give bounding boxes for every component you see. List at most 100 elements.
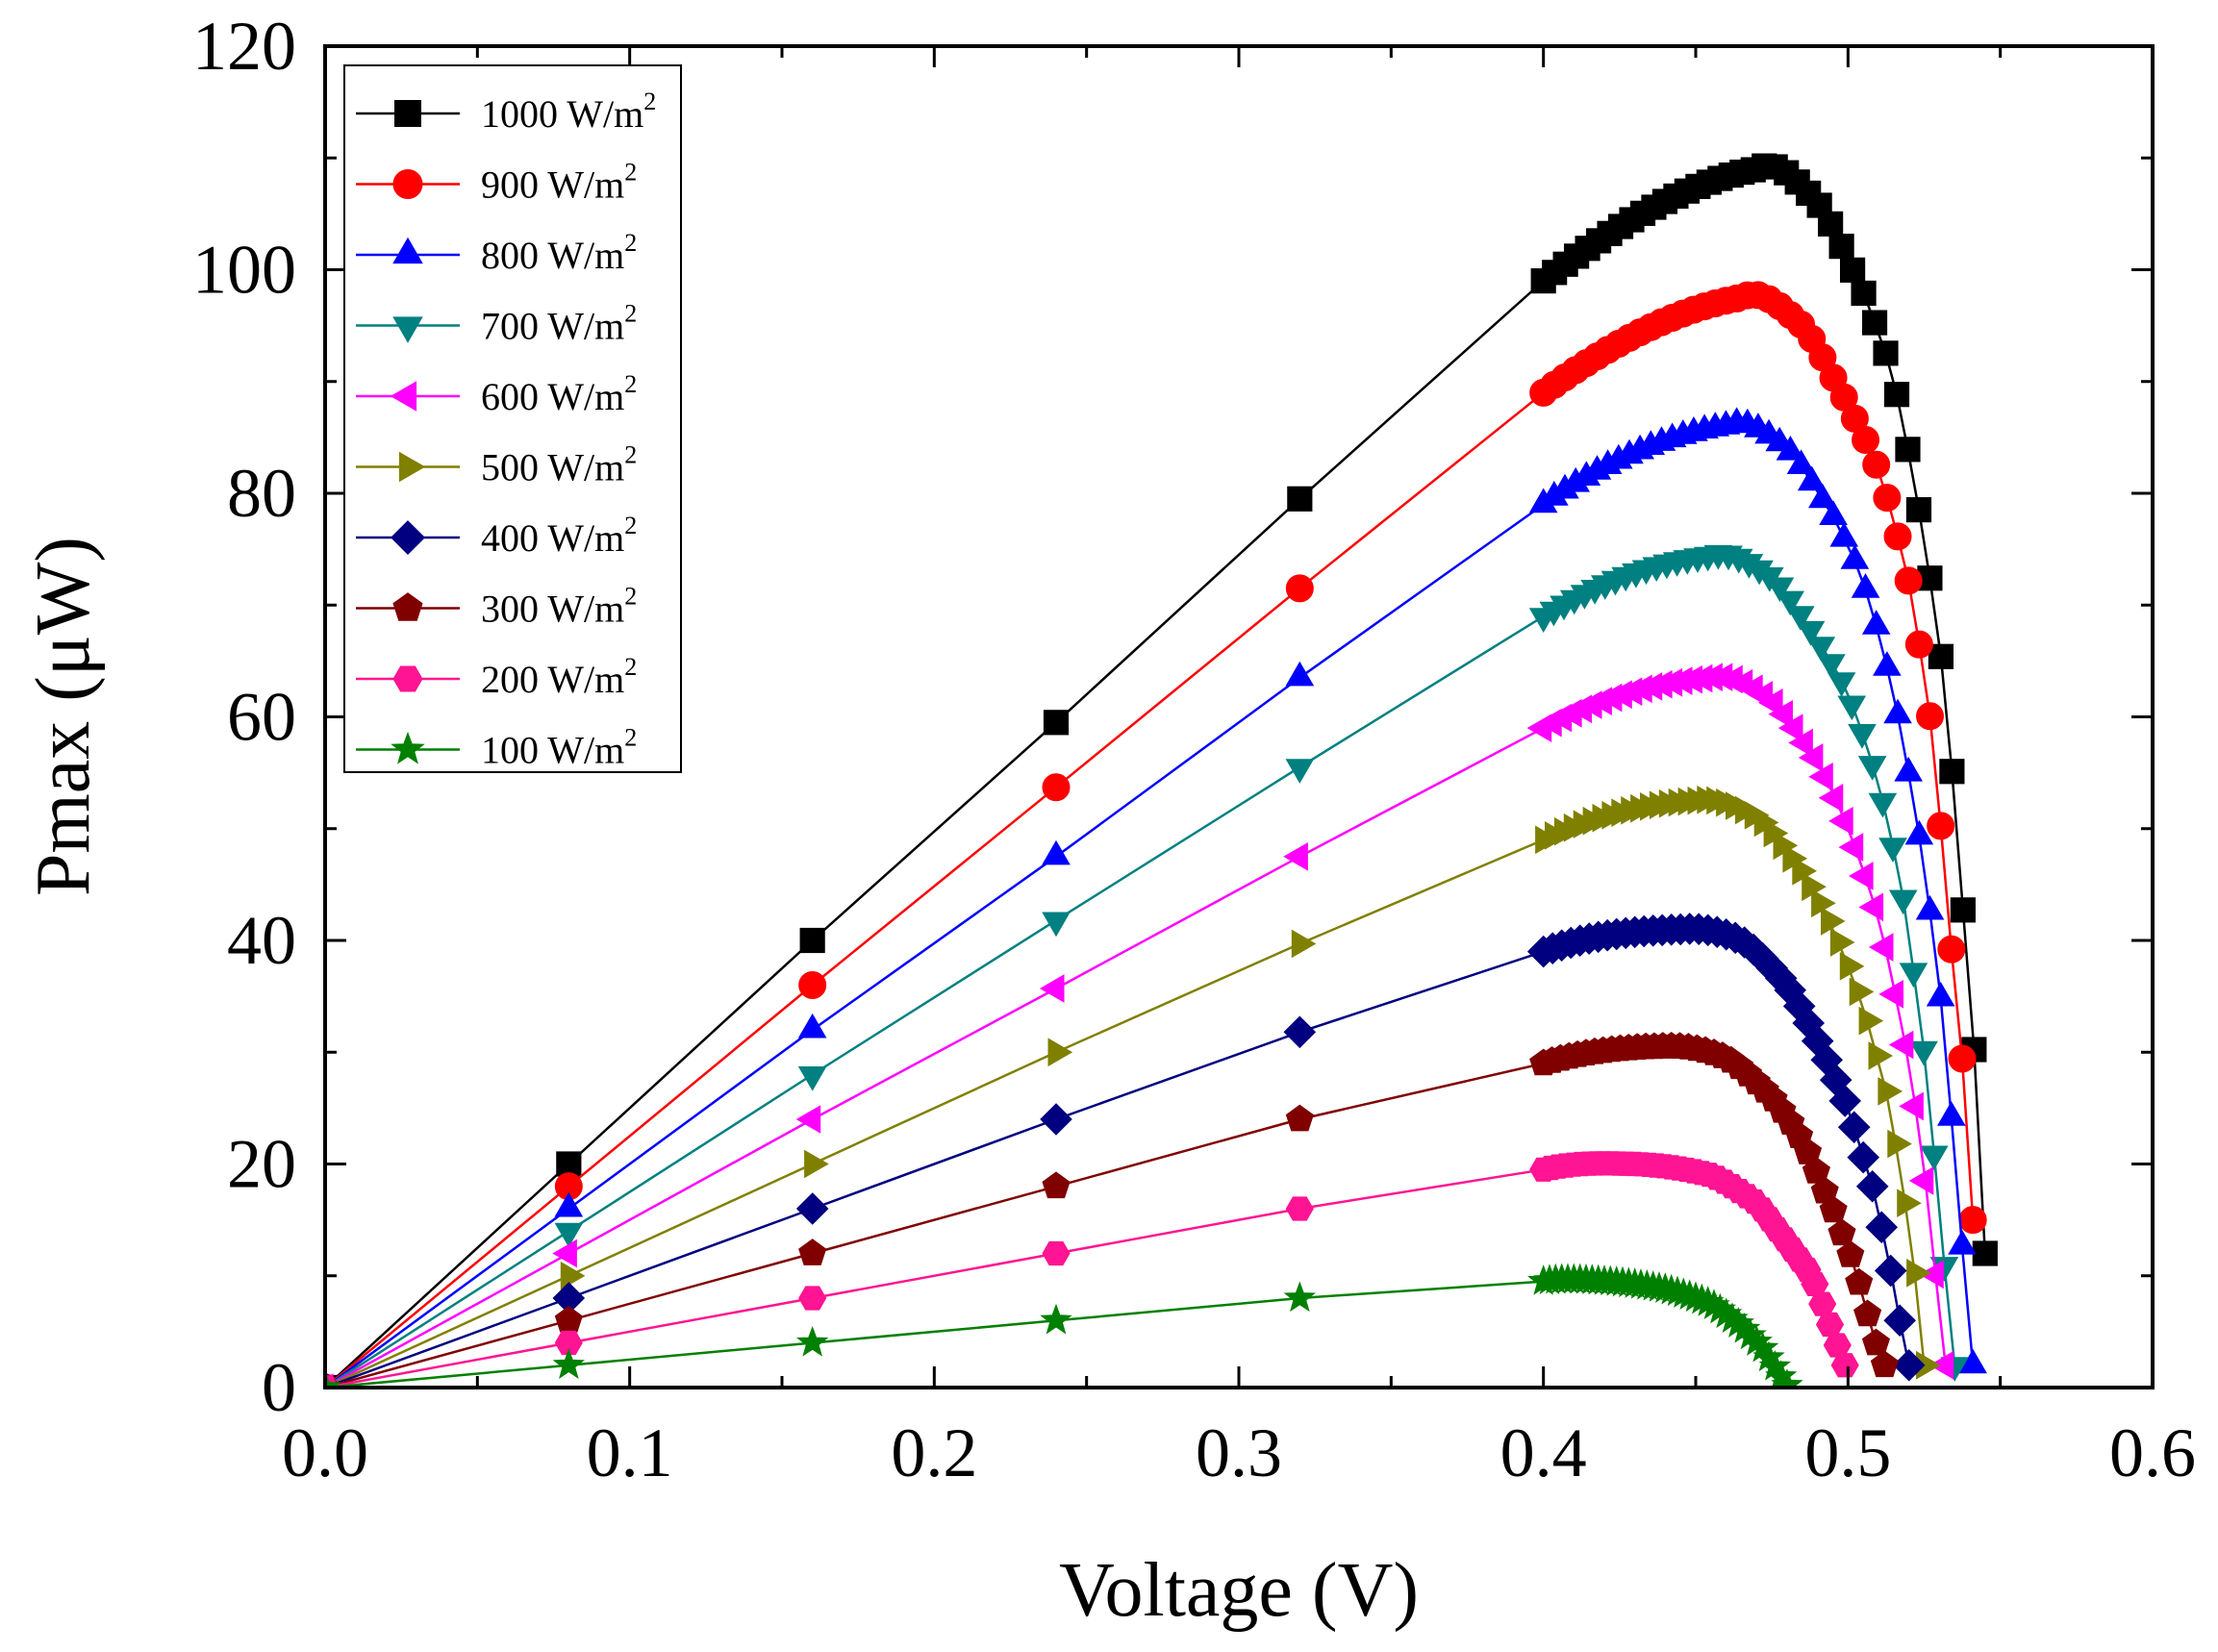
- series-1000-wm2: [325, 153, 1998, 1388]
- data-point: [799, 927, 825, 954]
- data-point: [1868, 933, 1894, 962]
- y-axis-title: Pmax (μW): [21, 537, 106, 896]
- series-300-wm2: [325, 1031, 1899, 1388]
- legend-label: 200 W/m2: [481, 653, 637, 701]
- legend-label: 700 W/m2: [481, 300, 637, 348]
- data-point: [1040, 1303, 1072, 1335]
- data-point: [1836, 1239, 1865, 1267]
- data-point: [1845, 1267, 1874, 1295]
- y-tick-label: 100: [192, 232, 296, 309]
- legend-superscript: 2: [624, 300, 637, 328]
- data-point: [1285, 759, 1315, 784]
- data-point: [1765, 577, 1795, 603]
- legend-superscript: 2: [624, 724, 637, 752]
- legend-label: 800 W/m2: [481, 229, 637, 277]
- data-point: [556, 1151, 582, 1177]
- data-point: [1788, 728, 1813, 758]
- data-point: [392, 237, 423, 264]
- data-point: [1808, 483, 1837, 509]
- legend-item: 600 W/m2: [356, 370, 637, 418]
- data-point: [1776, 590, 1804, 616]
- data-point: [1958, 1206, 1987, 1235]
- legend-item: 300 W/m2: [356, 583, 637, 631]
- y-tick-label: 60: [227, 679, 296, 756]
- data-point: [1768, 700, 1793, 729]
- y-tick-label: 20: [227, 1126, 296, 1203]
- y-tick-label: 40: [227, 902, 296, 979]
- data-point: [390, 381, 417, 412]
- data-point: [1818, 211, 1844, 237]
- legend-superscript: 2: [624, 229, 637, 257]
- legend-superscript: 2: [624, 653, 637, 681]
- x-tick-label: 0.1: [587, 1414, 673, 1491]
- data-point: [1797, 465, 1827, 491]
- data-point: [1839, 257, 1866, 283]
- data-point: [1776, 435, 1805, 461]
- x-tick-label: 0.3: [1196, 1414, 1282, 1491]
- data-point: [1937, 1101, 1966, 1126]
- data-point: [1777, 713, 1803, 742]
- data-point: [398, 451, 426, 483]
- data-point: [1870, 1350, 1899, 1378]
- data-point: [1937, 935, 1966, 964]
- legend-label: 1000 W/m2: [481, 88, 656, 136]
- x-tick-label: 0.0: [282, 1414, 368, 1491]
- legend-item: 800 W/m2: [356, 229, 637, 277]
- data-point: [1888, 889, 1918, 915]
- data-point: [1874, 1254, 1907, 1288]
- x-axis: 0.0 0.1 0.2 0.3 0.4 0.5 0.6: [282, 46, 2196, 1491]
- y-tick-label: 120: [192, 8, 296, 85]
- legend: 1000 W/m2 900 W/m2 800 W/m2 700 W/m2 600 W/m…: [343, 64, 682, 773]
- data-point: [1830, 1353, 1859, 1378]
- data-point: [804, 1149, 829, 1179]
- legend-item: 1000 W/m2: [356, 88, 656, 136]
- data-point: [1909, 1040, 1938, 1066]
- data-point: [554, 1330, 583, 1356]
- data-point: [1873, 651, 1902, 676]
- data-point: [1926, 981, 1955, 1007]
- data-point: [1817, 654, 1846, 679]
- legend-item: 700 W/m2: [356, 300, 637, 348]
- data-point: [1905, 497, 1932, 523]
- data-point: [1821, 907, 1846, 936]
- data-point: [1868, 792, 1898, 818]
- x-tick-label: 0.2: [891, 1414, 977, 1491]
- data-point: [1919, 1145, 1949, 1171]
- data-point: [1948, 1044, 1977, 1073]
- legend-superscript: 2: [624, 159, 637, 187]
- series-100-wm2: [325, 1263, 1803, 1388]
- data-point: [1042, 839, 1071, 865]
- data-point: [1857, 756, 1887, 781]
- data-point: [1771, 1368, 1803, 1388]
- data-point: [797, 1066, 827, 1091]
- legend-label: 400 W/m2: [481, 512, 637, 560]
- data-point: [1283, 1281, 1316, 1313]
- data-point: [1892, 1348, 1926, 1382]
- data-point: [1928, 1350, 1954, 1380]
- legend-superscript: 2: [643, 88, 656, 115]
- data-point: [1873, 484, 1902, 513]
- data-point: [1043, 710, 1070, 736]
- data-point: [1883, 522, 1912, 551]
- data-point: [1828, 1085, 1862, 1117]
- data-point: [798, 971, 827, 999]
- data-point: [1291, 929, 1317, 959]
- data-point: [1285, 1104, 1314, 1132]
- data-point: [1927, 812, 1955, 840]
- data-point: [554, 1222, 584, 1248]
- data-point: [554, 1191, 584, 1217]
- data-point: [1849, 977, 1875, 1007]
- data-point: [1916, 702, 1945, 731]
- legend-label: 900 W/m2: [481, 159, 637, 207]
- data-point: [1847, 1140, 1880, 1174]
- legend-superscript: 2: [624, 370, 637, 398]
- data-point: [1904, 630, 1933, 659]
- data-point: [1808, 763, 1833, 791]
- data-point: [392, 592, 423, 621]
- legend-label: 300 W/m2: [481, 583, 637, 631]
- data-point: [1972, 1240, 1998, 1266]
- data-point: [1852, 425, 1880, 454]
- data-point: [1861, 1328, 1890, 1356]
- data-point: [1948, 1229, 1977, 1255]
